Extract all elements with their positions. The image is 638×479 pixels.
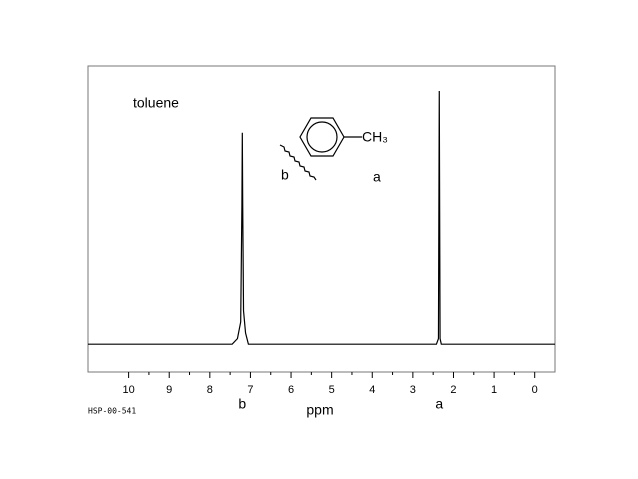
x-tick-label: 4 bbox=[369, 384, 375, 396]
x-tick-label: 5 bbox=[329, 384, 335, 396]
structure-label: b bbox=[281, 167, 289, 183]
plot-frame bbox=[87, 65, 556, 373]
x-tick-label: 7 bbox=[247, 384, 253, 396]
spectrum-code: HSP-00-541 bbox=[88, 407, 136, 416]
x-tick-label: 9 bbox=[166, 384, 172, 396]
x-tick-label: 10 bbox=[122, 384, 134, 396]
peak-label: a bbox=[435, 396, 443, 412]
x-axis-label: ppm bbox=[306, 402, 333, 418]
benzene-ring bbox=[279, 117, 362, 181]
x-tick-label: 1 bbox=[491, 384, 497, 396]
x-tick-label: 6 bbox=[288, 384, 294, 396]
peak-label: b bbox=[238, 396, 246, 412]
x-tick-label: 3 bbox=[410, 384, 416, 396]
group-label: CH₃ bbox=[362, 129, 388, 145]
structure-label: a bbox=[373, 169, 381, 185]
x-tick-label: 2 bbox=[450, 384, 456, 396]
x-tick-label: 8 bbox=[207, 384, 213, 396]
x-tick-label: 0 bbox=[532, 384, 538, 396]
chart-title: toluene bbox=[133, 95, 179, 111]
spectrum-line bbox=[88, 91, 555, 345]
